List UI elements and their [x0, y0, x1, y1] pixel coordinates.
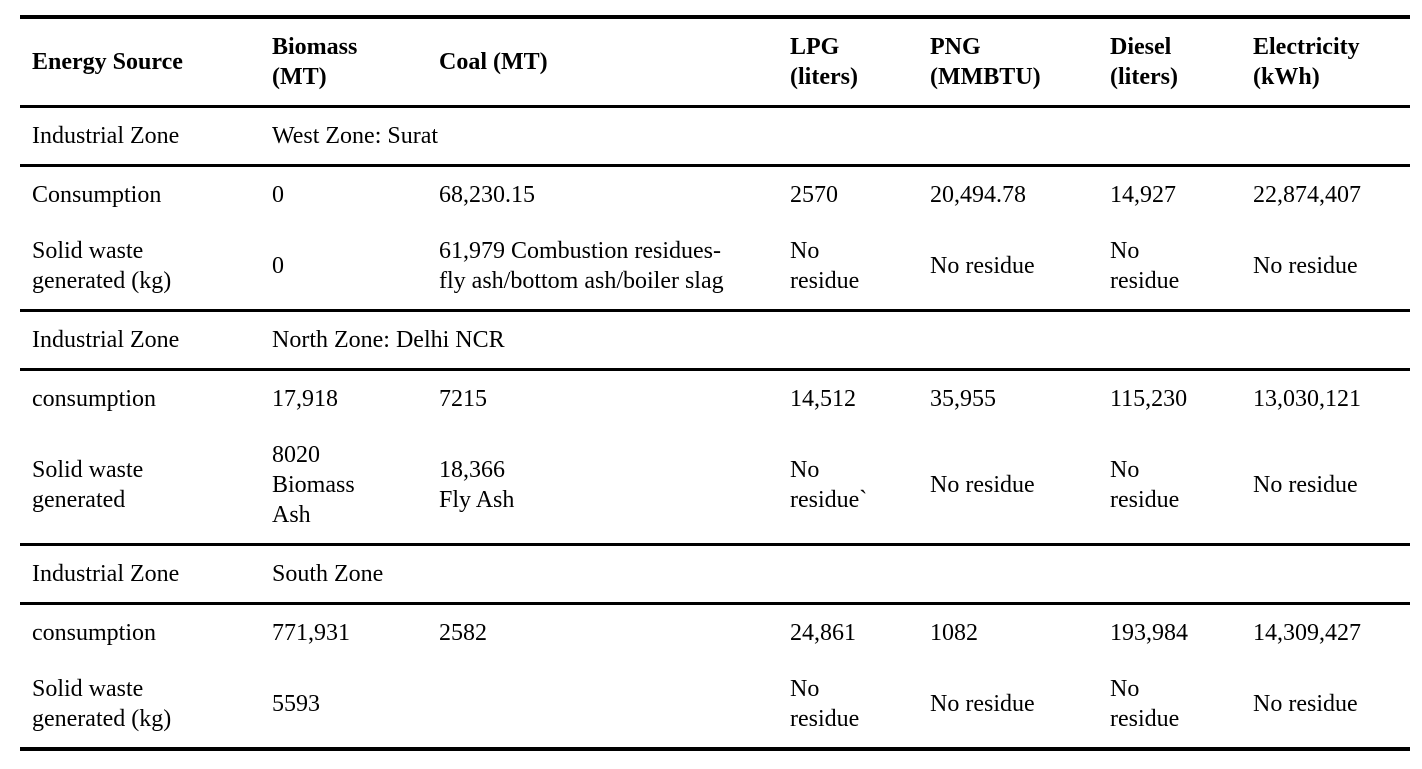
row-label-cell: Solid waste generated	[32, 457, 144, 513]
solid-waste-row-north: Solid waste generated 8020 Biomass Ash 1…	[20, 427, 1410, 545]
value-cell-lpg: No residue	[790, 238, 860, 294]
consumption-row-west: Consumption 0 68,230.15 2570 20,494.78 1…	[20, 166, 1410, 224]
value-cell-png: No residue	[930, 253, 1035, 279]
value-cell-biomass: 0	[272, 182, 284, 208]
value-cell-coal: 61,979 Combustion residues- fly ash/bott…	[439, 238, 724, 294]
col-header-biomass: Biomass (MT)	[272, 34, 358, 90]
value-cell-png: 20,494.78	[930, 182, 1026, 208]
row-label-cell: consumption	[32, 620, 156, 646]
value-cell-electricity: No residue	[1253, 253, 1358, 279]
value-cell-lpg: 24,861	[790, 620, 856, 646]
zone-value-cell: North Zone: Delhi NCR	[272, 327, 505, 353]
value-cell-electricity: 22,874,407	[1253, 182, 1361, 208]
value-cell-biomass: 17,918	[272, 386, 338, 412]
table-header-row: Energy Source Biomass (MT) Coal (MT) LPG…	[20, 17, 1410, 107]
value-cell-coal: 68,230.15	[439, 182, 535, 208]
value-cell-coal: 18,366 Fly Ash	[439, 457, 515, 513]
value-cell-electricity: 13,030,121	[1253, 386, 1361, 412]
value-cell-diesel: 193,984	[1110, 620, 1188, 646]
zone-row-south: Industrial Zone South Zone	[20, 544, 1410, 604]
col-header-electricity: Electricity (kWh)	[1253, 34, 1360, 90]
row-label-cell: consumption	[32, 386, 156, 412]
row-label-cell: Solid waste generated (kg)	[32, 676, 172, 732]
value-cell-lpg: No residue	[790, 676, 860, 732]
energy-consumption-table: Energy Source Biomass (MT) Coal (MT) LPG…	[20, 15, 1410, 751]
value-cell-diesel: No residue	[1110, 676, 1180, 732]
zone-label-cell: Industrial Zone	[32, 123, 180, 149]
value-cell-biomass: 771,931	[272, 620, 350, 646]
consumption-row-south: consumption 771,931 2582 24,861 1082 193…	[20, 604, 1410, 662]
col-header-diesel: Diesel (liters)	[1110, 34, 1178, 90]
col-header-energy-source: Energy Source	[32, 49, 183, 75]
value-cell-lpg: 2570	[790, 182, 838, 208]
zone-label-cell: Industrial Zone	[32, 561, 180, 587]
value-cell-lpg: No residue`	[790, 457, 868, 513]
value-cell-electricity: 14,309,427	[1253, 620, 1361, 646]
value-cell-png: 35,955	[930, 386, 996, 412]
value-cell-electricity: No residue	[1253, 472, 1358, 498]
value-cell-png: 1082	[930, 620, 978, 646]
solid-waste-row-west: Solid waste generated (kg) 0 61,979 Comb…	[20, 223, 1410, 311]
row-label-cell: Consumption	[32, 182, 162, 208]
value-cell-coal: 2582	[439, 620, 487, 646]
solid-waste-row-south: Solid waste generated (kg) 5593 No resid…	[20, 661, 1410, 749]
value-cell-coal	[427, 661, 778, 749]
zone-row-north: Industrial Zone North Zone: Delhi NCR	[20, 310, 1410, 370]
zone-row-west: Industrial Zone West Zone: Surat	[20, 106, 1410, 166]
value-cell-diesel: No residue	[1110, 457, 1180, 513]
zone-value-cell: South Zone	[272, 561, 384, 587]
value-cell-coal: 7215	[439, 386, 487, 412]
consumption-row-north: consumption 17,918 7215 14,512 35,955 11…	[20, 370, 1410, 428]
value-cell-png: No residue	[930, 472, 1035, 498]
value-cell-diesel: 14,927	[1110, 182, 1176, 208]
col-header-lpg: LPG (liters)	[790, 34, 858, 90]
value-cell-biomass: 5593	[272, 691, 320, 717]
value-cell-diesel: 115,230	[1110, 386, 1188, 412]
col-header-png: PNG (MMBTU)	[930, 34, 1041, 90]
zone-value-cell: West Zone: Surat	[272, 123, 439, 149]
value-cell-biomass: 8020 Biomass Ash	[272, 442, 355, 528]
value-cell-diesel: No residue	[1110, 238, 1180, 294]
value-cell-electricity: No residue	[1253, 691, 1358, 717]
value-cell-biomass: 0	[272, 253, 284, 279]
zone-label-cell: Industrial Zone	[32, 327, 180, 353]
row-label-cell: Solid waste generated (kg)	[32, 238, 172, 294]
energy-consumption-table-container: Energy Source Biomass (MT) Coal (MT) LPG…	[20, 15, 1410, 751]
value-cell-png: No residue	[930, 691, 1035, 717]
value-cell-lpg: 14,512	[790, 386, 856, 412]
col-header-coal: Coal (MT)	[439, 49, 548, 75]
